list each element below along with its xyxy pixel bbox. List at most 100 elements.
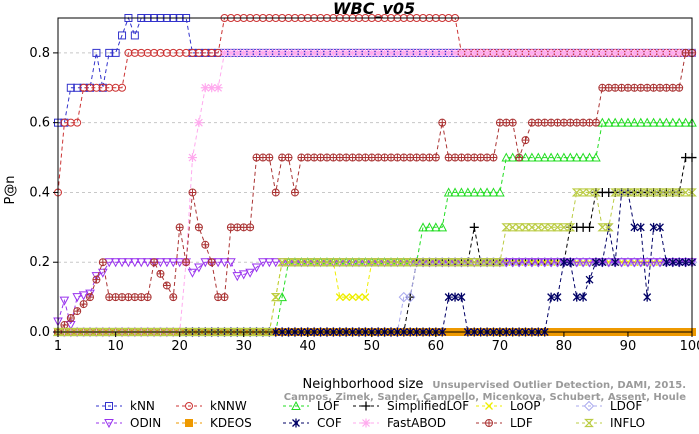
point-inflo	[328, 258, 339, 267]
point-odin	[187, 268, 198, 278]
point-inflo	[360, 258, 371, 267]
point-inflo	[315, 258, 326, 267]
point-inflo	[590, 188, 601, 197]
point-knnw	[98, 83, 107, 92]
point-knnw	[156, 48, 165, 57]
point-knnw	[188, 48, 197, 57]
point-fastabod	[271, 48, 281, 58]
point-fastabod	[277, 48, 287, 58]
point-inflo	[123, 327, 134, 337]
legend-label: kNN	[130, 399, 155, 413]
point-odin	[507, 258, 518, 268]
point-lof	[629, 117, 640, 127]
x-tick-label: 80	[556, 339, 573, 354]
point-knnw	[86, 83, 95, 92]
point-inflo	[142, 327, 153, 337]
point-fastabod	[245, 48, 255, 58]
point-ldf	[182, 258, 191, 267]
series-knn	[54, 14, 696, 127]
point-ldf	[246, 223, 255, 232]
point-fastabod	[456, 48, 466, 58]
point-ldf	[162, 281, 171, 290]
point-fastabod	[482, 48, 492, 58]
point-inflo	[450, 258, 460, 267]
point-inflo	[264, 327, 275, 337]
point-fastabod	[636, 48, 646, 58]
series-line-loop	[58, 261, 692, 333]
point-odin	[245, 268, 255, 278]
legend-item-inflo: INFLO	[576, 416, 645, 430]
point-ldf	[201, 240, 210, 249]
point-inflo	[257, 327, 268, 337]
legend-label: kNNW	[210, 399, 247, 413]
legend-marker	[291, 400, 301, 410]
point-ldf	[508, 118, 517, 127]
series-line-odin	[57, 261, 692, 326]
legend-label: COF	[317, 416, 342, 430]
legend-label: INFLO	[610, 416, 645, 430]
point-knn	[92, 48, 101, 57]
point-fastabod	[187, 153, 197, 163]
point-inflo	[558, 223, 569, 232]
point-inflo	[437, 258, 448, 267]
point-cof	[675, 257, 684, 267]
point-fastabod	[514, 48, 524, 58]
point-ldf	[438, 118, 447, 127]
point-cof	[591, 257, 600, 267]
point-fastabod	[520, 48, 530, 58]
chart-title: WBC_v05	[333, 0, 415, 18]
series-line-simplifiedlof	[58, 157, 692, 333]
point-odin	[571, 258, 582, 268]
series-simplifiedlof	[53, 153, 697, 337]
legend-item-cof: COF	[283, 416, 342, 430]
x-tick-label: 20	[171, 339, 188, 354]
point-inflo	[552, 223, 563, 232]
point-odin	[629, 258, 640, 268]
point-ldf	[521, 136, 530, 145]
point-cof	[649, 222, 658, 232]
legend-marker	[185, 402, 193, 410]
point-fastabod	[540, 48, 550, 58]
point-fastabod	[354, 48, 364, 58]
point-ldf	[515, 153, 524, 162]
point-fastabod	[232, 48, 242, 58]
legend-marker	[104, 419, 114, 429]
credit-line-1: Unsupervised Outlier Detection, DAMI, 20…	[432, 380, 686, 391]
point-lof	[559, 152, 569, 162]
legend-item-knn: kNN	[96, 399, 155, 413]
point-fastabod	[508, 48, 518, 58]
point-odin	[258, 258, 268, 268]
point-inflo	[462, 258, 473, 267]
point-ldof	[405, 291, 416, 303]
point-inflo	[584, 188, 595, 197]
point-inflo	[354, 258, 364, 267]
y-tick-label: 0.0	[29, 325, 50, 340]
point-odin	[194, 263, 204, 273]
point-odin	[213, 258, 223, 268]
x-tick-label: 1	[54, 339, 62, 354]
point-inflo	[296, 258, 307, 267]
point-knnw	[201, 48, 210, 57]
point-odin	[514, 258, 524, 268]
point-fastabod	[476, 48, 486, 58]
point-ldf	[431, 153, 440, 162]
point-knnw	[194, 48, 203, 57]
y-tick-label: 0.6	[29, 116, 50, 131]
legend-item-ldf: LDF	[476, 416, 533, 430]
point-inflo	[411, 258, 422, 267]
point-odin	[162, 258, 172, 268]
point-odin	[78, 291, 89, 301]
point-fastabod	[412, 48, 422, 58]
point-inflo	[251, 327, 262, 337]
point-inflo	[193, 327, 204, 337]
point-fastabod	[328, 48, 338, 58]
point-fastabod	[252, 48, 262, 58]
point-odin	[603, 258, 614, 268]
point-knnw	[162, 48, 171, 57]
point-ldf	[489, 153, 498, 162]
legend-item-lof: LOF	[283, 399, 340, 413]
series-layer	[52, 14, 698, 338]
point-cof	[451, 292, 460, 302]
point-ldf	[66, 314, 75, 323]
